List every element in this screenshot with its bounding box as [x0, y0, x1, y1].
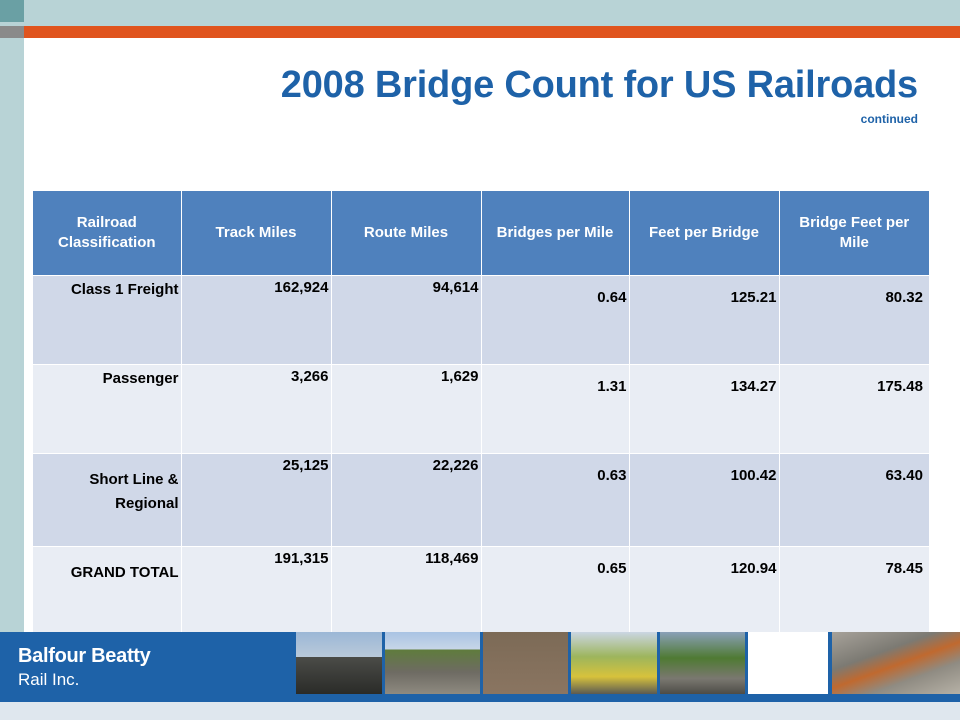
orange-accent-bar — [0, 26, 960, 38]
cell-bridges-per-mile: 0.65 — [481, 546, 630, 639]
company-logo — [0, 632, 295, 702]
header-route-miles: Route Miles — [331, 191, 482, 276]
track-ballast-photo — [385, 632, 480, 694]
cell-classification: Passenger — [33, 364, 182, 454]
construction-site-photo — [832, 632, 960, 694]
cell-feet-per-bridge: 100.42 — [629, 453, 780, 547]
railroad-bridge-photo — [296, 632, 382, 694]
cell-bridge-feet-per-mile: 80.32 — [779, 275, 929, 365]
cell-bridges-per-mile: 0.64 — [481, 275, 630, 365]
cell-bridge-feet-per-mile: 175.48 — [779, 364, 929, 454]
cell-route-miles: 94,614 — [331, 275, 482, 365]
table-row: Class 1 Freight 162,924 94,614 0.64 125.… — [33, 275, 929, 365]
cell-feet-per-bridge: 120.94 — [629, 546, 780, 639]
cell-classification: GRAND TOTAL — [33, 546, 182, 639]
cell-bridges-per-mile: 0.63 — [481, 453, 630, 547]
bridge-count-table: Railroad Classification Track Miles Rout… — [33, 191, 929, 639]
header-feet-per-bridge: Feet per Bridge — [629, 191, 780, 276]
cell-bridge-feet-per-mile: 63.40 — [779, 453, 929, 547]
cell-track-miles: 191,315 — [181, 546, 332, 639]
station-platform-photo — [571, 632, 657, 694]
blank-photo-slot — [748, 632, 828, 694]
table-header-row: Railroad Classification Track Miles Rout… — [33, 191, 929, 276]
cell-feet-per-bridge: 125.21 — [629, 275, 780, 365]
logo-company-name: Balfour Beatty — [18, 645, 151, 667]
slide-subtitle: continued — [860, 112, 918, 126]
cell-route-miles: 1,629 — [331, 364, 482, 454]
slide-title: 2008 Bridge Count for US Railroads — [280, 64, 918, 106]
cell-track-miles: 162,924 — [181, 275, 332, 365]
bottom-decoration-band — [0, 702, 960, 720]
cell-classification: Short Line & Regional — [33, 453, 182, 547]
header-bridge-feet-per-mile: Bridge Feet per Mile — [779, 191, 929, 276]
table-row: Short Line & Regional 25,125 22,226 0.63… — [33, 453, 929, 547]
cell-route-miles: 118,469 — [331, 546, 482, 639]
table-row: GRAND TOTAL 191,315 118,469 0.65 120.94 … — [33, 546, 929, 639]
bridge-beam-photo — [483, 632, 568, 694]
logo-company-division: Rail Inc. — [18, 670, 80, 689]
rail-corridor-photo — [660, 632, 745, 694]
header-bridges-per-mile: Bridges per Mile — [481, 191, 630, 276]
table-row: Passenger 3,266 1,629 1.31 134.27 175.48 — [33, 364, 929, 454]
cell-route-miles: 22,226 — [331, 453, 482, 547]
header-railroad-classification: Railroad Classification — [33, 191, 182, 276]
cell-track-miles: 25,125 — [181, 453, 332, 547]
top-decoration-band — [0, 0, 960, 26]
cell-bridges-per-mile: 1.31 — [481, 364, 630, 454]
corner-gray-square — [0, 26, 24, 38]
left-decoration-strip — [0, 38, 24, 720]
corner-accent-square — [0, 0, 24, 22]
cell-feet-per-bridge: 134.27 — [629, 364, 780, 454]
cell-track-miles: 3,266 — [181, 364, 332, 454]
cell-classification: Class 1 Freight — [33, 275, 182, 365]
header-track-miles: Track Miles — [181, 191, 332, 276]
cell-bridge-feet-per-mile: 78.45 — [779, 546, 929, 639]
